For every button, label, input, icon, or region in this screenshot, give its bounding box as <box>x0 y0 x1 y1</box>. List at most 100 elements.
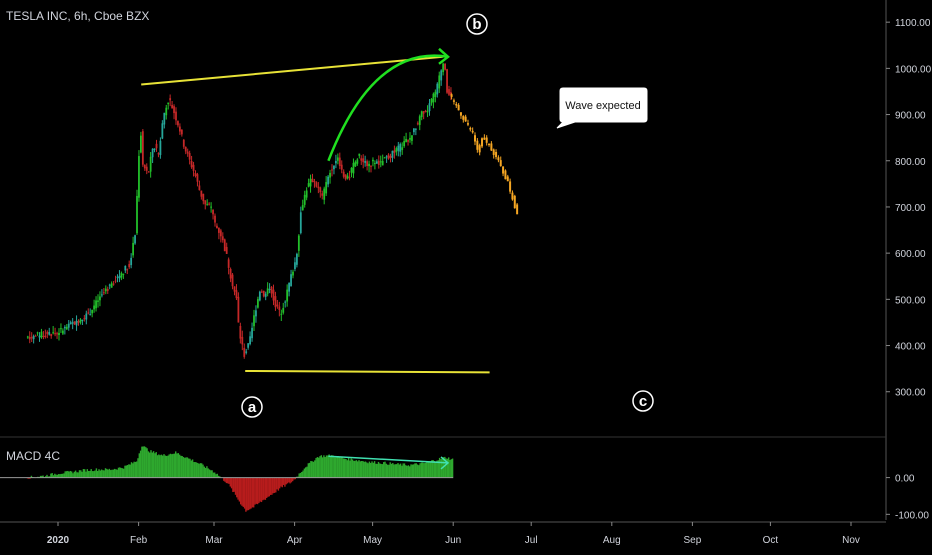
macd-bar <box>415 463 417 478</box>
macd-bar <box>384 461 386 478</box>
macd-bar <box>215 474 217 478</box>
macd-bar <box>113 468 116 478</box>
macd-bar <box>286 477 289 484</box>
wave-c-label[interactable]: c <box>632 390 654 412</box>
macd-bar <box>435 461 437 478</box>
macd-bar <box>255 477 257 504</box>
candle-body <box>79 319 82 323</box>
wave-annotations[interactable]: a b c Wave expected <box>241 13 654 418</box>
macd-bar <box>347 457 350 478</box>
macd-axis[interactable]: 0.00 -100.00 <box>886 474 929 522</box>
macd-bar <box>267 477 269 497</box>
macd-bar <box>341 457 343 478</box>
candle-body <box>348 177 351 179</box>
macd-bar <box>311 461 313 478</box>
chart-title: TESLA INC, 6h, Cboe BZX <box>6 9 150 23</box>
macd-bar <box>76 472 78 478</box>
candle-body <box>180 129 183 135</box>
candle-body <box>266 288 269 294</box>
candle-body <box>370 165 372 167</box>
macd-bar <box>138 453 140 478</box>
macd-bar <box>390 463 393 478</box>
candle-body <box>413 128 415 133</box>
candle-body <box>112 283 115 285</box>
candle-body <box>253 315 255 327</box>
macd-bar <box>181 456 183 478</box>
candle-body <box>292 271 294 276</box>
wave-b-label[interactable]: b <box>466 13 488 35</box>
wave-a-label[interactable]: a <box>241 396 263 418</box>
forecast-body <box>459 112 462 116</box>
macd-bar <box>47 476 49 478</box>
macd-bar <box>197 462 199 478</box>
macd-bar <box>241 477 243 506</box>
macd-bar <box>432 460 434 478</box>
price-tick-label: 800.00 <box>895 157 926 168</box>
macd-bar <box>250 477 252 509</box>
macd-bar <box>55 474 57 478</box>
macd-bar <box>340 457 342 478</box>
time-axis[interactable]: 2020 Feb Mar Apr May Jun Jul Aug Sep Oct Nov <box>0 521 886 546</box>
macd-bar <box>259 477 261 502</box>
macd-bar <box>74 470 77 478</box>
wave-c-label-circle <box>632 390 654 412</box>
green-arrow-curve[interactable] <box>327 54 449 162</box>
macd-bar <box>238 477 241 502</box>
candle-body <box>192 164 195 171</box>
macd-bar <box>345 458 347 478</box>
candle-body <box>223 239 226 252</box>
upper-trendline[interactable] <box>141 55 443 86</box>
candle-body <box>309 178 312 187</box>
forecast-body <box>478 145 481 153</box>
candle-body <box>305 190 308 198</box>
candle-body <box>73 321 76 325</box>
macd-bar <box>321 457 324 478</box>
macd-bar <box>272 477 274 494</box>
macd-bar <box>358 460 360 478</box>
macd-bar <box>210 470 212 478</box>
macd-bar <box>214 472 216 478</box>
macd-bar <box>125 465 127 478</box>
candle-body <box>329 172 331 178</box>
macd-bar <box>362 461 364 478</box>
macd-bar <box>397 463 399 478</box>
macd-bar <box>115 469 117 478</box>
trendlines[interactable] <box>141 47 490 374</box>
candle-body <box>140 135 142 153</box>
macd-bar <box>160 454 163 478</box>
macd-bar <box>84 469 86 478</box>
macd-bar <box>419 463 421 478</box>
macd-bar <box>227 477 229 484</box>
candle-body <box>60 328 62 330</box>
callout-bubble <box>556 87 648 129</box>
macd-divergence-line[interactable] <box>328 455 449 464</box>
macd-bar <box>364 461 367 478</box>
price-axis[interactable]: 1100.00 1000.00 900.00 800.00 700.00 600.00 50… <box>0 0 932 520</box>
candle-body <box>214 215 216 223</box>
macd-bar <box>91 471 94 478</box>
candle-body <box>138 156 140 198</box>
candle-body <box>128 264 131 268</box>
candle-body <box>317 186 320 189</box>
candle-body <box>260 291 263 293</box>
candle-body <box>30 337 33 339</box>
macd-bar <box>359 461 361 478</box>
lower-trendline[interactable] <box>245 369 490 374</box>
candle-body <box>249 336 251 344</box>
macd-bar <box>320 455 322 478</box>
forecast-candles <box>450 93 519 215</box>
candle-body <box>264 293 267 297</box>
candle-body <box>321 193 324 196</box>
candle-body <box>284 301 287 303</box>
macd-bar <box>190 460 192 478</box>
wave-expected-callout[interactable]: Wave expected <box>556 87 648 129</box>
candle-body <box>335 160 337 164</box>
macd-bar <box>269 477 272 495</box>
candle-body <box>231 274 234 287</box>
time-tick-label: Apr <box>287 535 303 546</box>
macd-bar <box>61 473 64 478</box>
macd-bar <box>449 459 451 478</box>
candle-body <box>108 284 111 286</box>
